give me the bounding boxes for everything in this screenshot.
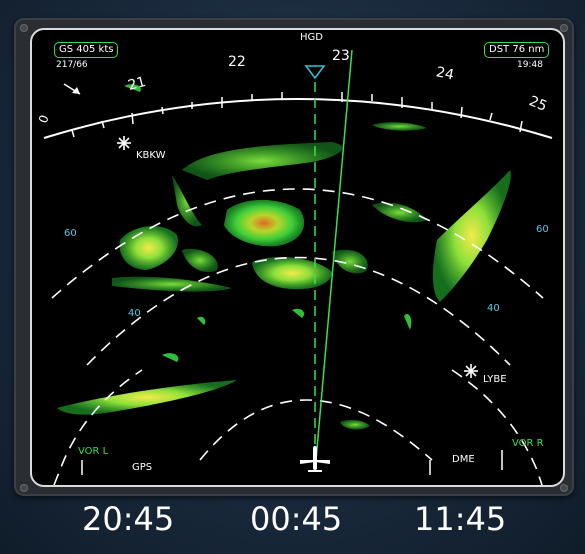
waypoint-star-icon [464,364,478,378]
clock-3: 11:45 [414,500,506,538]
clock-1: 20:45 [82,500,174,538]
waypoint-label-lybe: LYBE [483,374,507,385]
range-label-inner-left: 40 [128,308,141,319]
compass-label-23: 23 [332,48,350,64]
nav-source-vor-left: VOR L [78,446,108,457]
compass-arc [44,99,552,138]
range-label-outer-left: 60 [64,228,77,239]
waypoint-label-kbkw: KBKW [136,150,166,161]
distance-box: DST 76 nm [484,42,549,58]
waypoint-label-top: HGD [300,32,323,43]
bezel-screw [20,24,28,32]
heading-bug-icon [306,66,324,78]
radar-overlay [32,30,563,485]
clock-2: 00:45 [250,500,342,538]
time-readout: 19:48 [517,60,543,70]
nav-source-gps: GPS [132,462,152,473]
range-label-outer-right: 60 [536,224,549,235]
bezel-screw [560,484,568,492]
aircraft-symbol-icon [300,446,330,472]
range-label-inner-right: 40 [487,303,500,314]
nav-source-vor-right: VOR R [512,438,544,449]
compass-label-22: 22 [228,54,246,70]
nav-source-dme: DME [452,454,475,465]
weather-radar-screen: HGD GS 405 kts 217/66 DST 76 nm 19:48 0 … [30,28,565,487]
wind-readout: 217/66 [56,60,88,70]
weather-returns [57,84,511,429]
clock-row: 20:45 00:45 11:45 [0,500,585,550]
bezel-screw [20,484,28,492]
range-ring-lower-left [54,370,142,485]
ground-speed-box: GS 405 kts [54,42,118,58]
compass-label-24: 24 [435,64,456,83]
range-ring-lower-right [452,370,542,485]
waypoint-star-icon [117,136,131,150]
